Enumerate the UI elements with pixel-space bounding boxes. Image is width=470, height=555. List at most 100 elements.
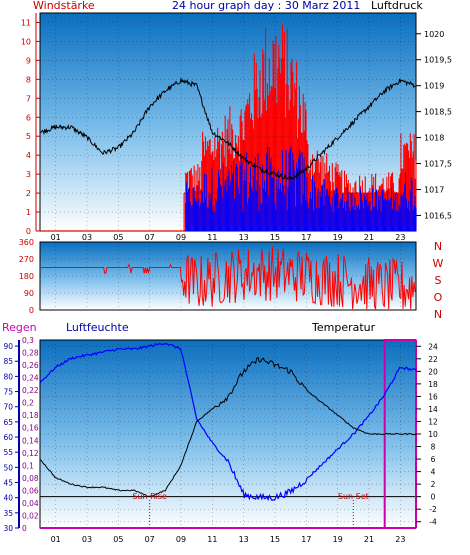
rain-tick-label: 0 [22, 524, 27, 533]
sun-set-label: Sun Set [338, 492, 369, 501]
pressure-tick-label: 1017,5 [424, 160, 452, 169]
humidity-tick-label: 65 [3, 418, 13, 427]
x-tick-label: 01 [51, 535, 61, 544]
wind-tick-label: 9 [26, 56, 31, 65]
graph-title: 24 hour graph day : 30 Marz 2011 [172, 0, 360, 12]
wind-tick-label: 11 [21, 18, 31, 27]
pressure-tick-label: 1019 [424, 82, 444, 91]
temp-tick-label: 22 [428, 355, 438, 364]
pressure-tick-label: 1017 [424, 185, 444, 194]
humidity-tick-label: 45 [3, 479, 13, 488]
x-tick-label: 01 [51, 233, 61, 242]
x-tick-label: 07 [145, 535, 155, 544]
wind-direction-line [40, 246, 416, 310]
wind-tick-label: 0 [26, 227, 31, 236]
pressure-path [39, 77, 416, 181]
x-tick-label: 11 [207, 233, 217, 242]
sun-markers: Sun Rise Sun Set [132, 492, 369, 528]
rain-tick-label: 0,08 [22, 474, 39, 483]
humidity-label: Luftfeuchte [66, 321, 129, 334]
humidity-tick-label: 30 [3, 524, 13, 533]
temp-tick-label: -4 [429, 518, 437, 527]
temp-tick-label: 2 [431, 480, 436, 489]
rain-tick-label: 0,18 [22, 411, 39, 420]
pressure-line [39, 77, 416, 181]
panel1-x-axis: 01 03 05 07 09 11 13 15 17 19 21 23 [51, 233, 406, 242]
rain-tick-label: 0,24 [22, 374, 39, 383]
wind-label: Windstärke [33, 0, 95, 12]
rain-tick-label: 0,12 [22, 449, 39, 458]
rain-tick-label: 0,14 [22, 436, 39, 445]
temp-tick-label: 12 [428, 417, 438, 426]
x-tick-label: 09 [176, 535, 186, 544]
direction-path [40, 246, 416, 310]
rain-tick-label: 0,1 [22, 461, 34, 470]
compass-letter: S [435, 274, 442, 287]
humidity-tick-label: 35 [3, 509, 13, 518]
direction-tick-label: 180 [19, 272, 34, 281]
pressure-tick-label: 1019,5 [424, 56, 452, 65]
wind-tick-label: 8 [26, 75, 31, 84]
humidity-line [39, 342, 417, 502]
temperature-line [39, 356, 417, 498]
x-tick-label: 15 [270, 535, 280, 544]
wind-tick-label: 7 [26, 94, 31, 103]
rain-tick-label: 0,04 [22, 499, 39, 508]
wind-bars [40, 24, 417, 232]
rain-tick-label: 0,22 [22, 386, 39, 395]
x-tick-label: 13 [239, 233, 249, 242]
humidity-tick-label: 50 [3, 463, 13, 472]
x-tick-label: 03 [82, 535, 92, 544]
direction-tick-label: 360 [19, 238, 34, 247]
humidity-tick-label: 40 [3, 494, 13, 503]
direction-axis: 0 90 180 270 360 [19, 238, 34, 315]
wind-tick-label: 10 [21, 37, 31, 46]
temp-tick-label: 20 [428, 367, 438, 376]
wind-tick-label: 1 [26, 208, 31, 217]
humidity-tick-label: 55 [3, 448, 13, 457]
humidity-tick-label: 85 [3, 357, 13, 366]
wind-axis: 0 1 2 3 4 5 6 7 8 9 10 11 [21, 13, 40, 236]
wind-tick-label: 5 [26, 132, 31, 141]
compass-letter: W [433, 257, 444, 270]
humidity-tick-label: 90 [3, 342, 13, 351]
temp-tick-label: 8 [431, 443, 436, 452]
direction-tick-label: 0 [29, 306, 34, 315]
humidity-path [39, 342, 417, 502]
pressure-tick-label: 1020 [424, 30, 444, 39]
x-tick-label: 19 [333, 233, 343, 242]
compass-letter: O [434, 291, 443, 304]
temp-tick-label: 24 [428, 342, 438, 351]
compass-letter: N [434, 308, 442, 321]
humidity-tick-label: 80 [3, 372, 13, 381]
rain-tick-label: 0,2 [22, 399, 34, 408]
sun-rise-label: Sun Rise [132, 492, 167, 501]
panel3-x-axis: 01 03 05 07 09 11 13 15 17 19 21 23 [51, 535, 406, 544]
x-tick-label: 23 [395, 233, 405, 242]
x-tick-label: 21 [364, 233, 374, 242]
pressure-axis: 1016,5 1017 1017,5 1018 1018,5 1019 1019,5 1020 [416, 30, 452, 220]
panel1-grid [40, 13, 416, 232]
temp-tick-label: 16 [428, 392, 438, 401]
temp-tick-label: 18 [428, 380, 438, 389]
pressure-tick-label: 1018,5 [424, 108, 452, 117]
wind-tick-label: 4 [26, 151, 31, 160]
rain-label: Regen [2, 321, 37, 334]
humidity-tick-label: 70 [3, 403, 13, 412]
temp-tick-label: 4 [431, 468, 436, 477]
compass-letter: N [434, 240, 442, 253]
x-tick-label: 13 [239, 535, 249, 544]
footer-band [0, 546, 470, 555]
x-tick-label: 07 [145, 233, 155, 242]
temperature-path [39, 356, 417, 498]
temp-tick-label: 6 [431, 455, 436, 464]
direction-tick-label: 90 [24, 289, 34, 298]
temp-tick-label: -2 [429, 505, 437, 514]
x-tick-label: 11 [207, 535, 217, 544]
humidity-tick-label: 75 [3, 388, 13, 397]
x-tick-label: 05 [113, 535, 123, 544]
rain-tick-label: 0,28 [22, 349, 39, 358]
